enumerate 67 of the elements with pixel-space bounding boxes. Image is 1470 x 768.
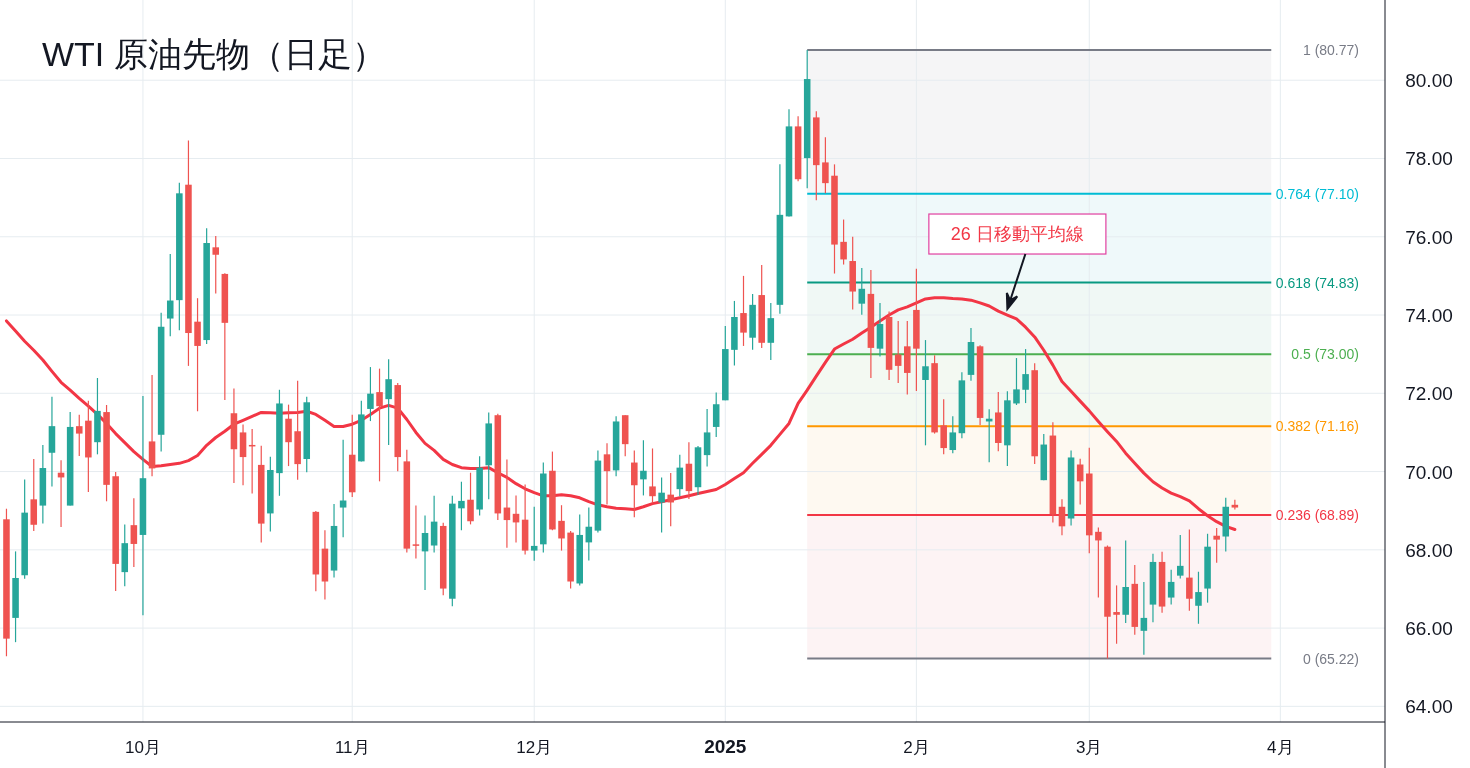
candlestick (631, 449, 638, 518)
candlestick (376, 368, 383, 482)
candlestick (949, 415, 957, 454)
candlestick (940, 398, 947, 455)
y-tick-label: 70.00 (1405, 461, 1453, 483)
candlestick (285, 404, 292, 467)
candlestick (212, 235, 220, 295)
y-tick-label: 66.00 (1405, 618, 1453, 640)
x-tick-label: 3月 (1076, 738, 1103, 757)
x-tick-label: 10月 (124, 738, 161, 757)
candlestick (421, 514, 429, 591)
candlestick (840, 218, 847, 266)
ref-line-label: 0.236 (68.89) (1275, 506, 1359, 523)
x-tick-label: 2月 (903, 738, 930, 757)
candlestick (367, 366, 374, 422)
y-tick-label: 64.00 (1405, 696, 1453, 718)
candlestick (1231, 499, 1239, 511)
candlestick (822, 136, 829, 194)
candlestick (1176, 534, 1184, 579)
candlestick (1022, 348, 1029, 404)
y-tick-label: 76.00 (1405, 226, 1453, 248)
ref-line-label: 0.618 (74.83) (1275, 274, 1359, 291)
x-tick-label: 2025 (704, 736, 747, 757)
candlestick (649, 447, 656, 504)
candlestick (166, 253, 174, 337)
x-tick-label: 11月 (334, 738, 370, 757)
y-tick-label: 74.00 (1405, 305, 1453, 327)
candlestick (667, 472, 674, 527)
x-tick-label: 4月 (1267, 738, 1294, 757)
candlestick (922, 339, 929, 446)
x-tick-label: 12月 (516, 738, 553, 757)
candlestick (712, 391, 720, 438)
candlestick (658, 476, 665, 534)
y-tick-label: 68.00 (1405, 539, 1453, 561)
candlestick (339, 439, 347, 538)
candlestick (385, 358, 392, 446)
candlestick (558, 504, 565, 552)
candlestick (467, 472, 474, 525)
y-tick-label: 80.00 (1405, 70, 1453, 92)
callout: 26 日移動平均線 (928, 213, 1107, 310)
y-tick-label: 72.00 (1405, 383, 1453, 405)
ref-line-label: 0.382 (71.16) (1275, 418, 1359, 435)
candlestick (1113, 584, 1120, 645)
candlestick (1195, 571, 1202, 625)
candlestick (1167, 569, 1175, 606)
ref-line-label: 0 (65.22) (1302, 650, 1359, 667)
candlestick (130, 497, 138, 568)
candlestick (1213, 527, 1220, 564)
text: WTI 原油先物（日足） (42, 35, 386, 73)
candlestick (603, 442, 611, 506)
ref-line-label: 0.764 (77.10) (1275, 185, 1359, 202)
ref-line-label: 1 (80.77) (1302, 42, 1359, 59)
candlestick (1095, 526, 1102, 599)
candlestick (640, 439, 647, 497)
candlestick (740, 275, 747, 347)
candlestick (75, 414, 83, 457)
candlestick (530, 506, 538, 562)
candlestick (412, 505, 420, 560)
candlestick (1013, 357, 1020, 406)
ref-line-label: 0.5 (73.00) (1291, 346, 1359, 363)
candlestick (1140, 581, 1148, 656)
y-tick-label: 78.00 (1405, 148, 1453, 170)
candlestick (430, 495, 438, 554)
candlestick (458, 481, 465, 531)
candlestick (858, 267, 866, 316)
candlestick (1186, 528, 1193, 612)
candlestick (703, 408, 711, 468)
